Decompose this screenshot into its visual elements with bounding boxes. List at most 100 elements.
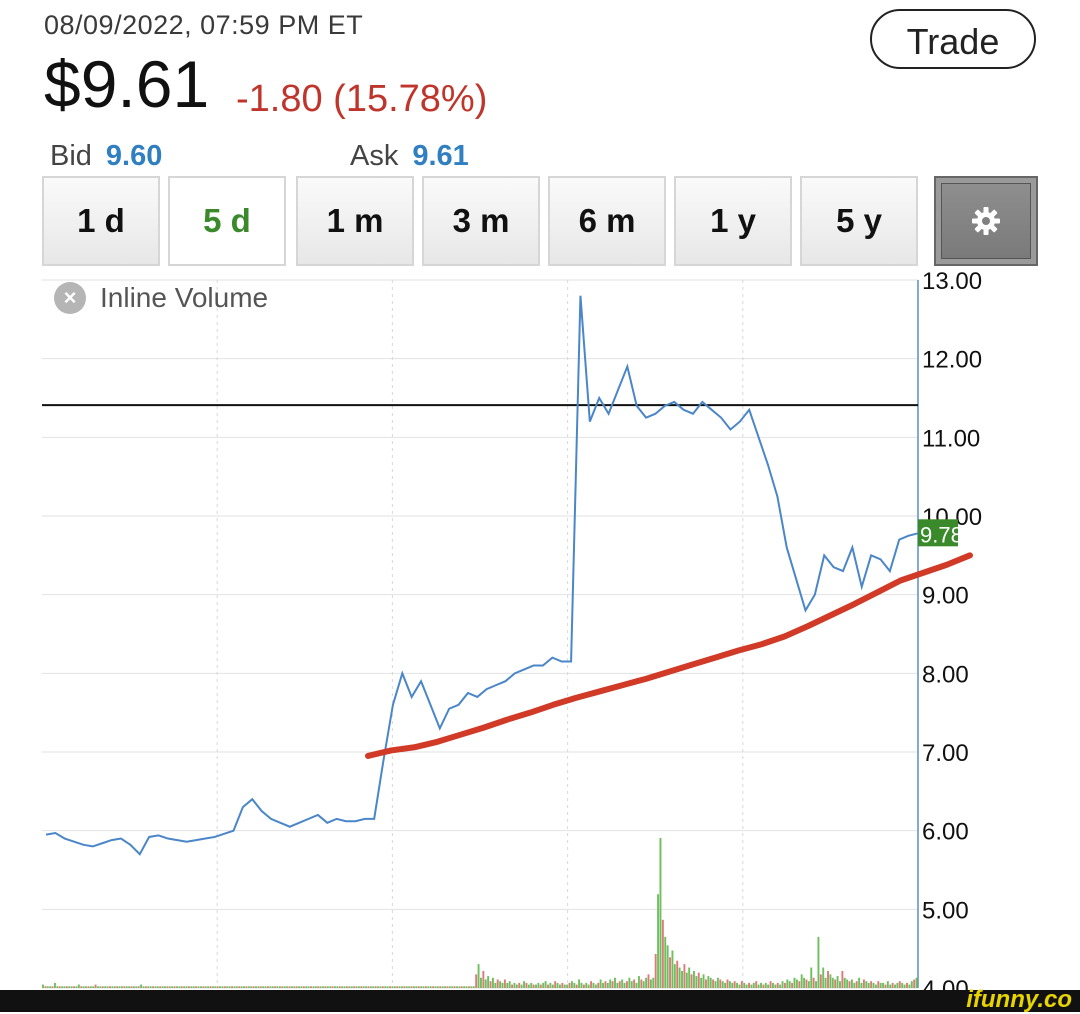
y-tick-label: 12.00 xyxy=(922,347,982,374)
volume-bar xyxy=(563,984,566,988)
volume-bar xyxy=(800,974,803,988)
volume-bar xyxy=(865,981,868,988)
volume-bar xyxy=(874,984,877,988)
volume-bar xyxy=(803,977,806,988)
volume-bar xyxy=(812,977,815,988)
volume-bar xyxy=(269,986,272,988)
volume-bar xyxy=(113,986,116,988)
volume-bar xyxy=(319,986,322,988)
volume-bar xyxy=(271,986,274,988)
volume-bar xyxy=(379,986,382,988)
close-icon[interactable]: × xyxy=(54,282,86,314)
tab-5d[interactable]: 5 d xyxy=(168,176,286,266)
volume-bar xyxy=(130,986,133,988)
volume-bar xyxy=(848,981,851,988)
ask-value: 9.61 xyxy=(412,140,469,172)
volume-bar xyxy=(444,986,447,988)
volume-bar xyxy=(906,982,908,988)
volume-bar xyxy=(111,986,114,988)
volume-bar xyxy=(755,981,758,988)
volume-bar xyxy=(530,982,533,988)
volume-bar xyxy=(156,986,159,988)
trade-button[interactable]: Trade xyxy=(870,9,1036,69)
tab-1y[interactable]: 1 y xyxy=(674,176,792,266)
volume-bar xyxy=(197,986,200,988)
volume-bar xyxy=(609,979,612,988)
inline-volume-toggle[interactable]: × Inline Volume xyxy=(54,282,268,314)
volume-bar xyxy=(582,984,585,988)
moving-average-line xyxy=(365,552,973,759)
ask: Ask 9.61 xyxy=(350,140,469,173)
volume-bar xyxy=(58,986,61,988)
volume-bar xyxy=(513,982,516,988)
volume-bar xyxy=(561,982,564,988)
volume-bar xyxy=(781,981,784,988)
settings-button[interactable] xyxy=(934,176,1038,266)
volume-bar xyxy=(501,982,504,988)
volume-bar xyxy=(343,986,346,988)
tab-1m[interactable]: 1 m xyxy=(296,176,414,266)
volume-bar xyxy=(441,986,444,988)
volume-bar xyxy=(707,976,710,988)
volume-bar xyxy=(898,981,901,988)
volume-bar xyxy=(616,982,619,988)
volume-bar xyxy=(798,981,801,988)
volume-bar xyxy=(587,984,590,988)
tab-6m[interactable]: 6 m xyxy=(548,176,666,266)
volume-bar xyxy=(331,986,334,988)
volume-bar xyxy=(728,981,731,988)
price-chart[interactable]: 13.0012.0011.0010.009.008.007.006.005.00… xyxy=(0,270,1080,990)
y-tick-label: 6.00 xyxy=(922,819,969,846)
watermark: ifunny.co xyxy=(966,986,1072,1013)
volume-bar xyxy=(109,986,111,988)
volume-bar xyxy=(523,981,525,988)
price-change: -1.80 (15.78%) xyxy=(236,78,488,120)
volume-bar xyxy=(166,986,169,988)
tab-5y[interactable]: 5 y xyxy=(800,176,918,266)
volume-bar xyxy=(228,986,231,988)
volume-bar xyxy=(640,979,643,988)
volume-bar xyxy=(101,986,104,988)
volume-bar xyxy=(896,982,899,988)
volume-bar xyxy=(307,986,310,988)
volume-bar xyxy=(460,986,463,988)
volume-bar xyxy=(68,986,71,988)
volume-bar xyxy=(867,982,870,988)
volume-bar xyxy=(774,984,777,988)
volume-bar xyxy=(704,979,707,988)
volume-bar xyxy=(257,986,260,988)
volume-bar xyxy=(618,981,621,988)
volume-bar xyxy=(436,986,439,988)
volume-bar xyxy=(147,986,150,988)
tab-1d[interactable]: 1 d xyxy=(42,176,160,266)
volume-bar xyxy=(367,986,370,988)
tab-3m[interactable]: 3 m xyxy=(422,176,540,266)
volume-bar xyxy=(389,986,391,988)
volume-bar xyxy=(910,981,913,988)
bid-value: 9.60 xyxy=(105,140,163,172)
volume-bar xyxy=(657,894,660,988)
volume-bar xyxy=(132,986,135,988)
volume-bar xyxy=(724,982,727,988)
volume-bar xyxy=(487,976,490,988)
volume-bar xyxy=(683,964,686,988)
volume-bar xyxy=(752,982,755,988)
volume-bar xyxy=(192,986,195,988)
volume-bar xyxy=(123,986,126,988)
volume-bar xyxy=(726,979,729,988)
volume-bar xyxy=(614,977,616,988)
volume-bar xyxy=(377,986,379,988)
volume-bar xyxy=(70,986,73,988)
volume-bar xyxy=(515,984,518,988)
volume-bar xyxy=(422,986,425,988)
volume-bar xyxy=(247,986,250,988)
volume-bar xyxy=(575,984,578,988)
y-tick-label: 5.00 xyxy=(922,897,969,924)
volume-bar xyxy=(585,982,588,988)
volume-bar xyxy=(345,986,348,988)
volume-bar xyxy=(714,981,717,988)
y-tick-label: 11.00 xyxy=(922,425,980,452)
volume-bar xyxy=(817,936,820,988)
volume-bar xyxy=(693,970,695,988)
volume-bar xyxy=(882,982,885,988)
